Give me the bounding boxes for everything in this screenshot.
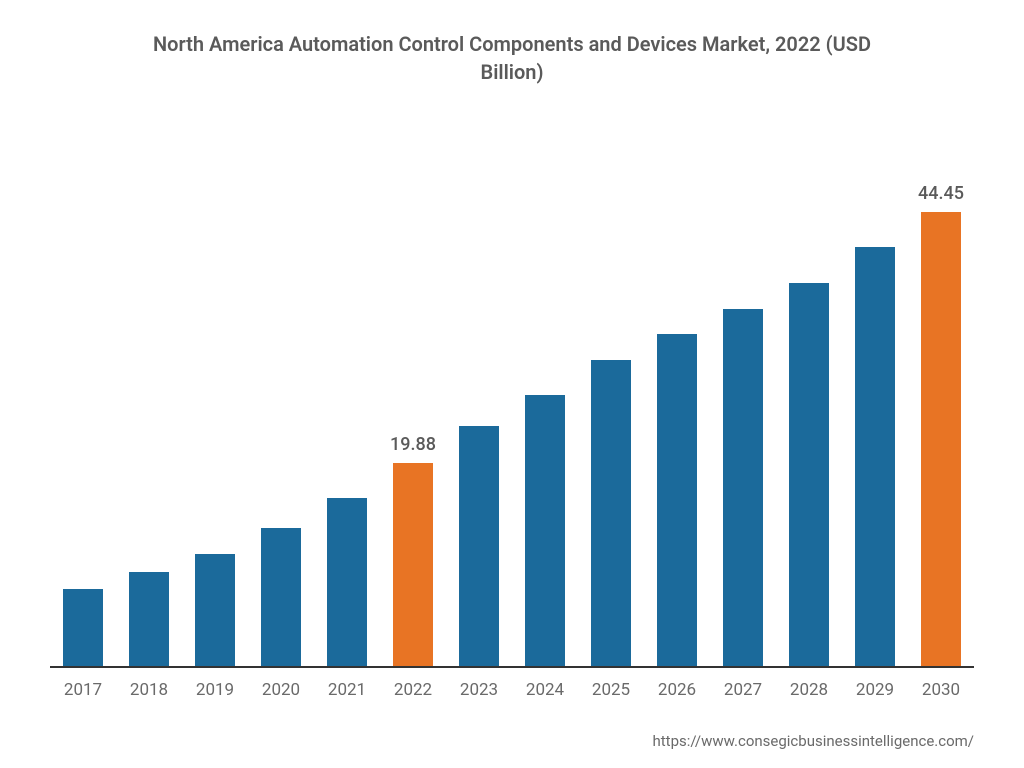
chart-container: North America Automation Control Compone… xyxy=(0,0,1024,768)
bar-slot xyxy=(644,176,710,666)
x-axis-label: 2028 xyxy=(776,668,842,708)
x-axis-label: 2030 xyxy=(908,668,974,708)
x-axis-label: 2023 xyxy=(446,668,512,708)
x-axis-label: 2017 xyxy=(50,668,116,708)
bar-slot xyxy=(842,176,908,666)
bar xyxy=(723,309,763,666)
bar-slot xyxy=(710,176,776,666)
x-axis-label: 2020 xyxy=(248,668,314,708)
bar-slot xyxy=(50,176,116,666)
bars-group: 19.88 44.45 xyxy=(50,176,974,666)
x-axis-label: 2029 xyxy=(842,668,908,708)
bar-slot xyxy=(776,176,842,666)
value-label: 19.88 xyxy=(390,434,436,455)
bar xyxy=(129,572,169,666)
bar: 44.45 xyxy=(921,212,961,666)
bar-slot: 44.45 xyxy=(908,176,974,666)
bar-slot xyxy=(314,176,380,666)
bar-slot xyxy=(248,176,314,666)
bar-slot: 19.88 xyxy=(380,176,446,666)
x-axis-label: 2027 xyxy=(710,668,776,708)
x-axis-label: 2026 xyxy=(644,668,710,708)
x-axis-label: 2024 xyxy=(512,668,578,708)
bar xyxy=(261,528,301,666)
bar xyxy=(789,283,829,666)
bar xyxy=(459,426,499,666)
bar xyxy=(525,395,565,666)
chart-title: North America Automation Control Compone… xyxy=(152,30,872,86)
bar: 19.88 xyxy=(393,463,433,666)
bar-slot xyxy=(578,176,644,666)
x-axis-label: 2022 xyxy=(380,668,446,708)
chart-area: 19.8844.45 20172018201920202021202220232… xyxy=(50,136,974,708)
bar xyxy=(63,589,103,666)
x-axis-label: 2018 xyxy=(116,668,182,708)
bar xyxy=(327,498,367,666)
bar xyxy=(591,360,631,666)
x-axis-labels: 2017201820192020202120222023202420252026… xyxy=(50,668,974,708)
bar xyxy=(657,334,697,666)
bar-slot xyxy=(116,176,182,666)
bar-slot xyxy=(182,176,248,666)
bar-slot xyxy=(512,176,578,666)
value-label: 44.45 xyxy=(918,183,964,204)
x-axis-label: 2021 xyxy=(314,668,380,708)
plot-region: 19.88 44.45 xyxy=(50,176,974,668)
x-axis-label: 2025 xyxy=(578,668,644,708)
bar-slot xyxy=(446,176,512,666)
bar xyxy=(195,554,235,666)
source-url: https://www.consegicbusinessintelligence… xyxy=(653,732,975,750)
x-axis-label: 2019 xyxy=(182,668,248,708)
bar xyxy=(855,247,895,666)
